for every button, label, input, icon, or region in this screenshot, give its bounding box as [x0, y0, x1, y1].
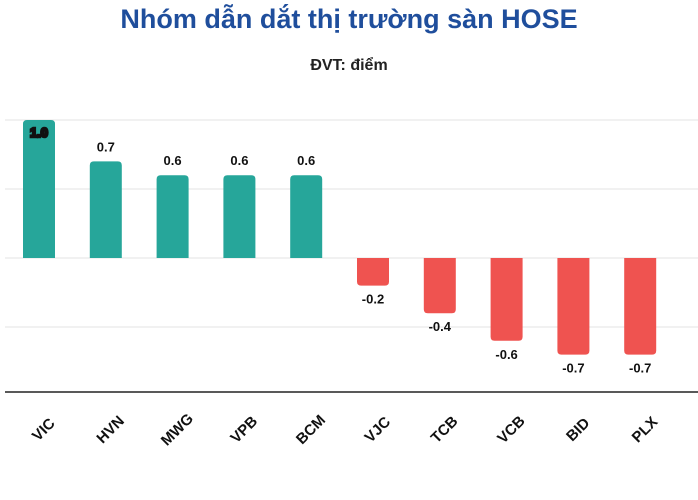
- bar-mwg: [156, 175, 189, 258]
- category-label-vic: VIC: [29, 415, 59, 445]
- value-label-bcm: 0.6: [297, 153, 315, 168]
- chart-title: Nhóm dẫn dắt thị trường sàn HOSE: [120, 4, 578, 34]
- bar-vpb: [223, 175, 256, 258]
- value-label-vjc: -0.2: [362, 292, 384, 307]
- bar-vjc: [357, 258, 389, 286]
- category-label-plx: PLX: [629, 413, 662, 446]
- category-label-bcm: BCM: [293, 412, 329, 448]
- value-label-hvn: 0.7: [97, 139, 115, 154]
- chart-subtitle: ĐVT: điểm: [310, 57, 388, 74]
- bar-bcm: [290, 175, 323, 258]
- value-label-mwg: 0.6: [164, 153, 182, 168]
- category-label-vpb: VPB: [227, 413, 261, 447]
- value-label-tcb: -0.4: [429, 319, 452, 334]
- category-label-hvn: HVN: [93, 413, 127, 447]
- category-label-vjc: VJC: [361, 413, 394, 446]
- bar-hvn: [89, 161, 122, 258]
- value-label-vic: 1.0: [30, 125, 48, 140]
- bar-vcb: [490, 258, 523, 341]
- bar-vic: [23, 120, 55, 258]
- value-label-vcb: -0.6: [495, 347, 517, 362]
- category-label-tcb: TCB: [428, 413, 462, 447]
- category-label-vcb: VCB: [494, 412, 529, 447]
- value-label-vpb: 0.6: [230, 153, 248, 168]
- bar-tcb: [423, 258, 456, 314]
- category-label-bid: BID: [563, 415, 593, 445]
- bar-bid: [557, 258, 590, 355]
- value-label-bid: -0.7: [562, 361, 584, 376]
- category-label-mwg: MWG: [158, 410, 197, 449]
- value-label-plx: -0.7: [629, 361, 651, 376]
- bar-plx: [624, 258, 657, 355]
